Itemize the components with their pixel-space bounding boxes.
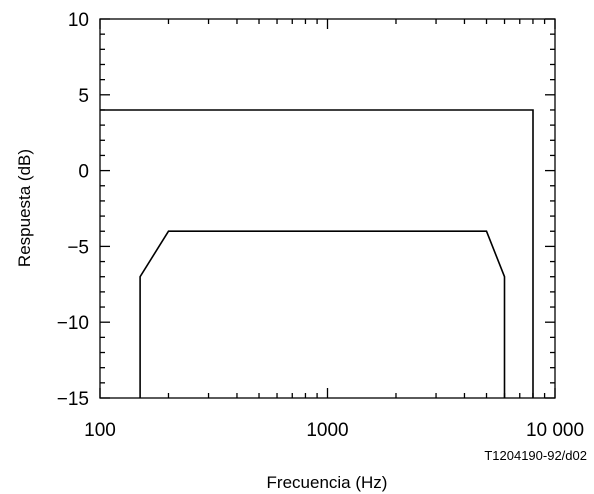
x-tick-label: 100 [84, 420, 116, 441]
series-line-2 [139, 230, 506, 398]
y-tick-label: 5 [78, 86, 89, 107]
x-tick-label: 10 000 [526, 420, 584, 441]
y-tick-label: −10 [57, 313, 89, 334]
y-tick-label: −15 [57, 389, 89, 410]
series-layer [100, 109, 534, 398]
x-axis-title: Frecuencia (Hz) [267, 473, 388, 492]
y-axis-title: Respuesta (dB) [15, 149, 34, 267]
reference-code-label: T1204190-92/d02 [484, 448, 587, 463]
series-line-1 [100, 109, 534, 398]
y-axis-ticks: 10 5 0 −5 −10 −15 [57, 10, 555, 410]
y-tick-label: 0 [78, 162, 89, 183]
y-tick-label: −5 [67, 237, 89, 258]
x-axis-ticks: 100 1000 10 000 [84, 19, 584, 441]
x-tick-label: 1000 [306, 420, 348, 441]
y-tick-label: 10 [68, 10, 89, 31]
plot-frame [99, 18, 556, 399]
